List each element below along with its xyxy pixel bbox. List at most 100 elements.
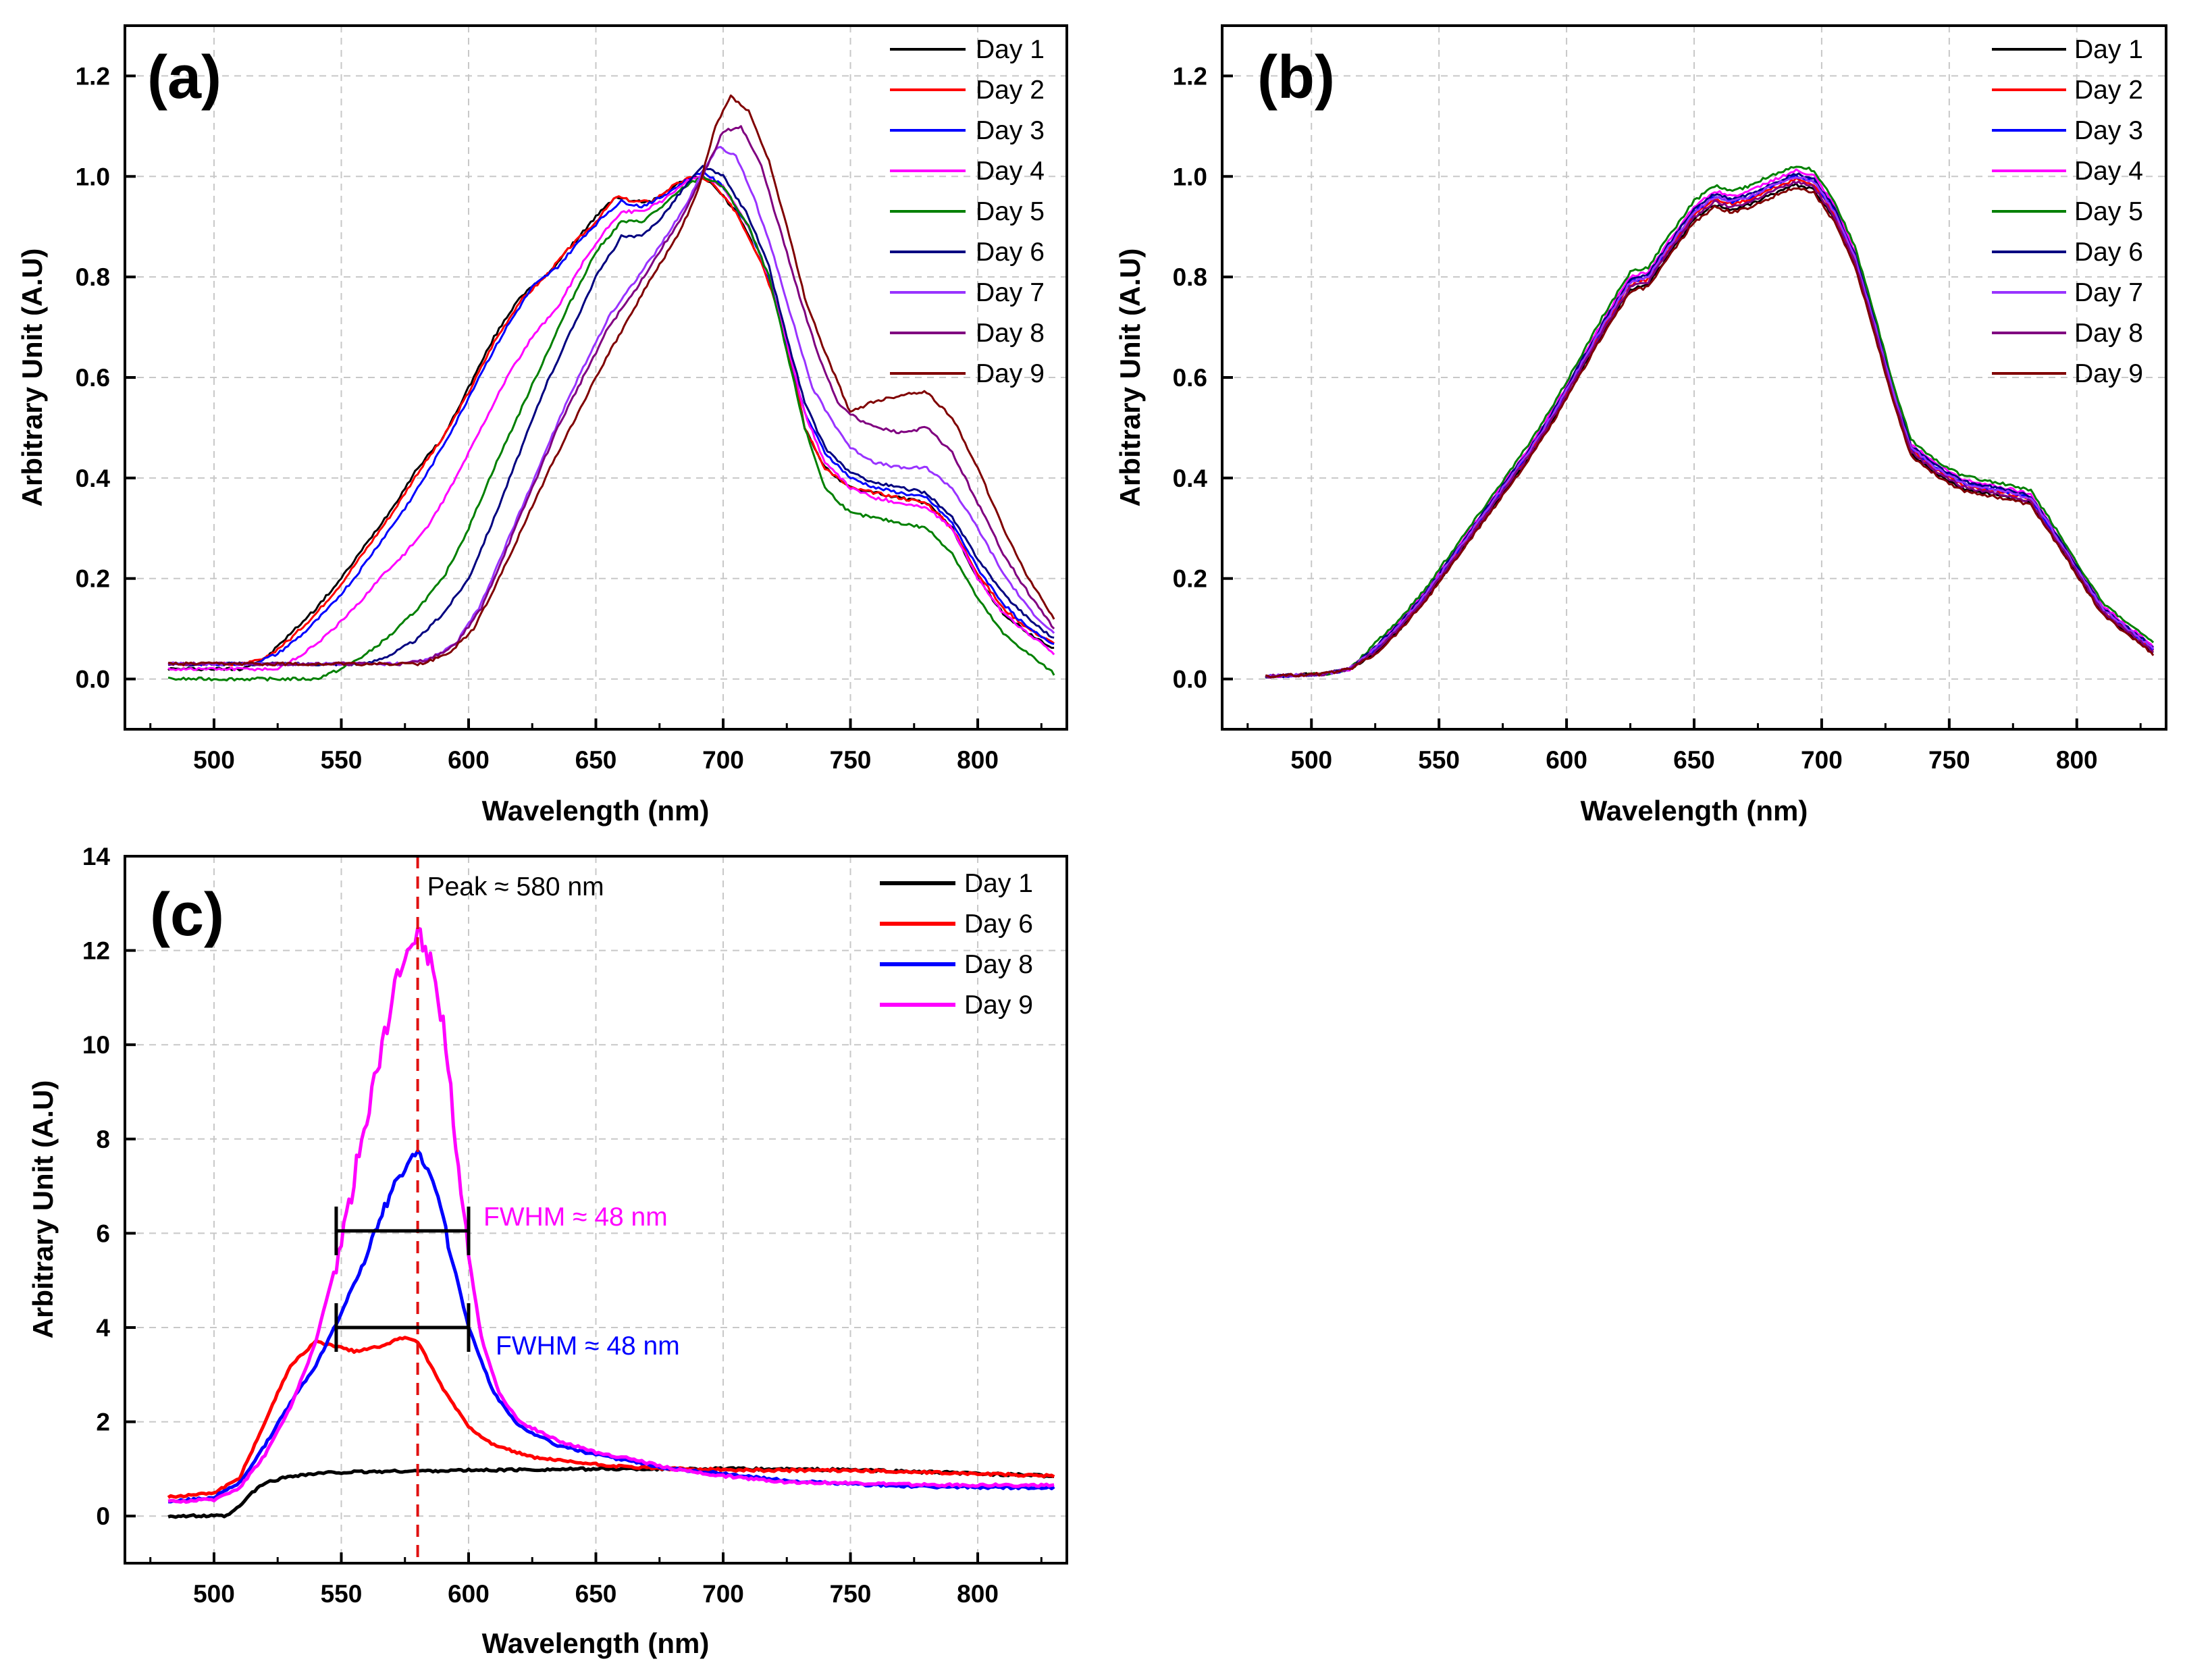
legend-label: Day 4	[2074, 157, 2143, 186]
legend-label: Day 4	[976, 157, 1045, 186]
panel-b-xlabel: Wavelength (nm)	[1581, 795, 1808, 826]
fwhm-label: FWHM ≈ 48 nm	[483, 1203, 668, 1232]
y-tick-label: 1.0	[76, 163, 110, 190]
legend-label: Day 1	[976, 35, 1045, 64]
panel-a: 500 550 600 650 700 750 800 0.0 0.2 0.4 0.6 0.8 1.0 1…	[16, 24, 1068, 826]
x-tick-label: 600	[1546, 746, 1587, 774]
legend-label: Day 9	[976, 359, 1045, 388]
series-line-day-3	[1265, 174, 2154, 679]
series-line-day-2	[168, 176, 1055, 666]
panel-c-label: (c)	[150, 881, 224, 949]
y-tick-label: 0.8	[76, 263, 110, 291]
panel-a-series	[167, 94, 1055, 682]
panel-c-legend: Day 1 Day 6 Day 8 Day 9	[880, 869, 1033, 1020]
x-tick-label: 700	[702, 1580, 744, 1608]
legend-label: Day 1	[964, 869, 1033, 898]
x-tick-label: 800	[957, 1580, 999, 1608]
legend-label: Day 6	[2074, 238, 2143, 267]
series-line-day-3	[167, 169, 1055, 666]
x-tick-label: 500	[193, 1580, 235, 1608]
series-line-day-5	[1265, 165, 2155, 679]
series-line-day-6	[167, 165, 1055, 666]
series-line-day-5	[167, 175, 1055, 682]
x-tick-label: 750	[830, 1580, 872, 1608]
x-tick-label: 550	[321, 1580, 363, 1608]
x-tick-label: 550	[321, 746, 363, 774]
legend-label: Day 6	[964, 910, 1033, 939]
x-tick-label: 550	[1418, 746, 1460, 774]
legend-label: Day 7	[2074, 278, 2143, 307]
legend-label: Day 3	[976, 116, 1045, 145]
fwhm-label: FWHM ≈ 48 nm	[496, 1332, 680, 1361]
y-tick-label: 0.0	[1173, 666, 1207, 693]
peak-label: Peak ≈ 580 nm	[427, 872, 604, 901]
x-tick-label: 750	[1928, 746, 1970, 774]
y-tick-label: 2	[96, 1409, 110, 1436]
series-line-day-1	[167, 1466, 1055, 1519]
x-tick-label: 700	[1801, 746, 1843, 774]
panel-b-series	[1265, 165, 2155, 679]
y-tick-label: 0.6	[1173, 364, 1207, 392]
series-line-day-9	[1265, 187, 2155, 679]
y-tick-label: 1.0	[1173, 163, 1207, 190]
panel-b-legend: Day 1 Day 2 Day 3 Day 4 Day 5 Day 6 Day 7 Day 8…	[1992, 35, 2143, 388]
series-line-day-9	[168, 94, 1055, 666]
panel-a-grid	[125, 26, 1067, 729]
legend-label: Day 6	[976, 238, 1045, 267]
panel-b-ylabel: Arbitrary Unit (A.U)	[1114, 248, 1146, 507]
legend-label: Day 8	[2074, 319, 2143, 348]
y-tick-label: 6	[96, 1219, 110, 1247]
legend-label: Day 7	[976, 278, 1045, 307]
x-tick-label: 600	[448, 1580, 490, 1608]
y-tick-label: 0.0	[76, 666, 110, 693]
y-tick-label: 10	[82, 1031, 110, 1059]
y-tick-label: 4	[96, 1314, 110, 1342]
legend-label: Day 2	[2074, 76, 2143, 105]
panel-c-series	[167, 926, 1055, 1519]
legend-label: Day 9	[964, 991, 1033, 1020]
x-tick-label: 600	[448, 746, 490, 774]
legend-label: Day 5	[2074, 197, 2143, 226]
panel-c: Peak ≈ 580 nm FWHM ≈ 48 nm FWHM ≈ 48 nm 50…	[27, 843, 1068, 1659]
series-line-day-8	[167, 125, 1055, 666]
x-tick-label: 800	[2056, 746, 2098, 774]
panel-c-xlabel: Wavelength (nm)	[482, 1627, 710, 1659]
y-tick-label: 0.2	[76, 565, 110, 593]
y-tick-label: 1.2	[1173, 62, 1207, 90]
series-line-day-9	[167, 926, 1055, 1504]
series-line-day-7	[1265, 176, 2155, 679]
y-tick-label: 0.2	[1173, 565, 1207, 593]
panel-b-label: (b)	[1257, 44, 1335, 111]
x-tick-label: 650	[575, 746, 617, 774]
x-tick-label: 750	[830, 746, 872, 774]
legend-label: Day 1	[2074, 35, 2143, 64]
y-tick-label: 0.4	[1173, 465, 1208, 492]
y-tick-label: 0.8	[1173, 263, 1207, 291]
y-tick-label: 1.2	[76, 62, 110, 90]
legend-label: Day 8	[976, 319, 1045, 348]
x-tick-label: 650	[1673, 746, 1715, 774]
panel-c-grid	[125, 856, 1067, 1563]
panel-a-xlabel: Wavelength (nm)	[482, 795, 710, 826]
legend-label: Day 5	[976, 197, 1045, 226]
panel-c-annotations: Peak ≈ 580 nm FWHM ≈ 48 nm FWHM ≈ 48 nm	[334, 856, 680, 1563]
legend-label: Day 3	[2074, 116, 2143, 145]
x-tick-label: 800	[957, 746, 999, 774]
legend-label: Day 9	[2074, 359, 2143, 388]
panel-c-ticks: 500 550 600 650 700 750 800 0 2 4 6 8 10 12 14	[82, 843, 1043, 1608]
y-tick-label: 0.4	[76, 465, 111, 492]
panel-a-label: (a)	[147, 44, 221, 111]
x-tick-label: 650	[575, 1580, 617, 1608]
y-tick-label: 0	[96, 1502, 110, 1530]
panel-a-legend: Day 1 Day 2 Day 3 Day 4 Day 5 Day 6 Day 7 Day 8…	[890, 35, 1045, 388]
panel-b-grid	[1222, 26, 2166, 729]
legend-label: Day 8	[964, 950, 1033, 979]
panel-a-ylabel: Arbitrary Unit (A.U)	[16, 248, 48, 507]
panel-a-ticks: 500 550 600 650 700 750 800 0.0 0.2 0.4 0.6 0.8 1.0 1…	[76, 62, 1043, 774]
y-tick-label: 14	[82, 843, 111, 870]
panel-b: 500 550 600 650 700 750 800 0.0 0.2 0.4 0.6 0.8 1.0 1…	[1114, 24, 2167, 826]
series-line-day-4	[167, 174, 1055, 672]
series-line-day-4	[1265, 168, 2155, 679]
x-tick-label: 500	[1290, 746, 1332, 774]
